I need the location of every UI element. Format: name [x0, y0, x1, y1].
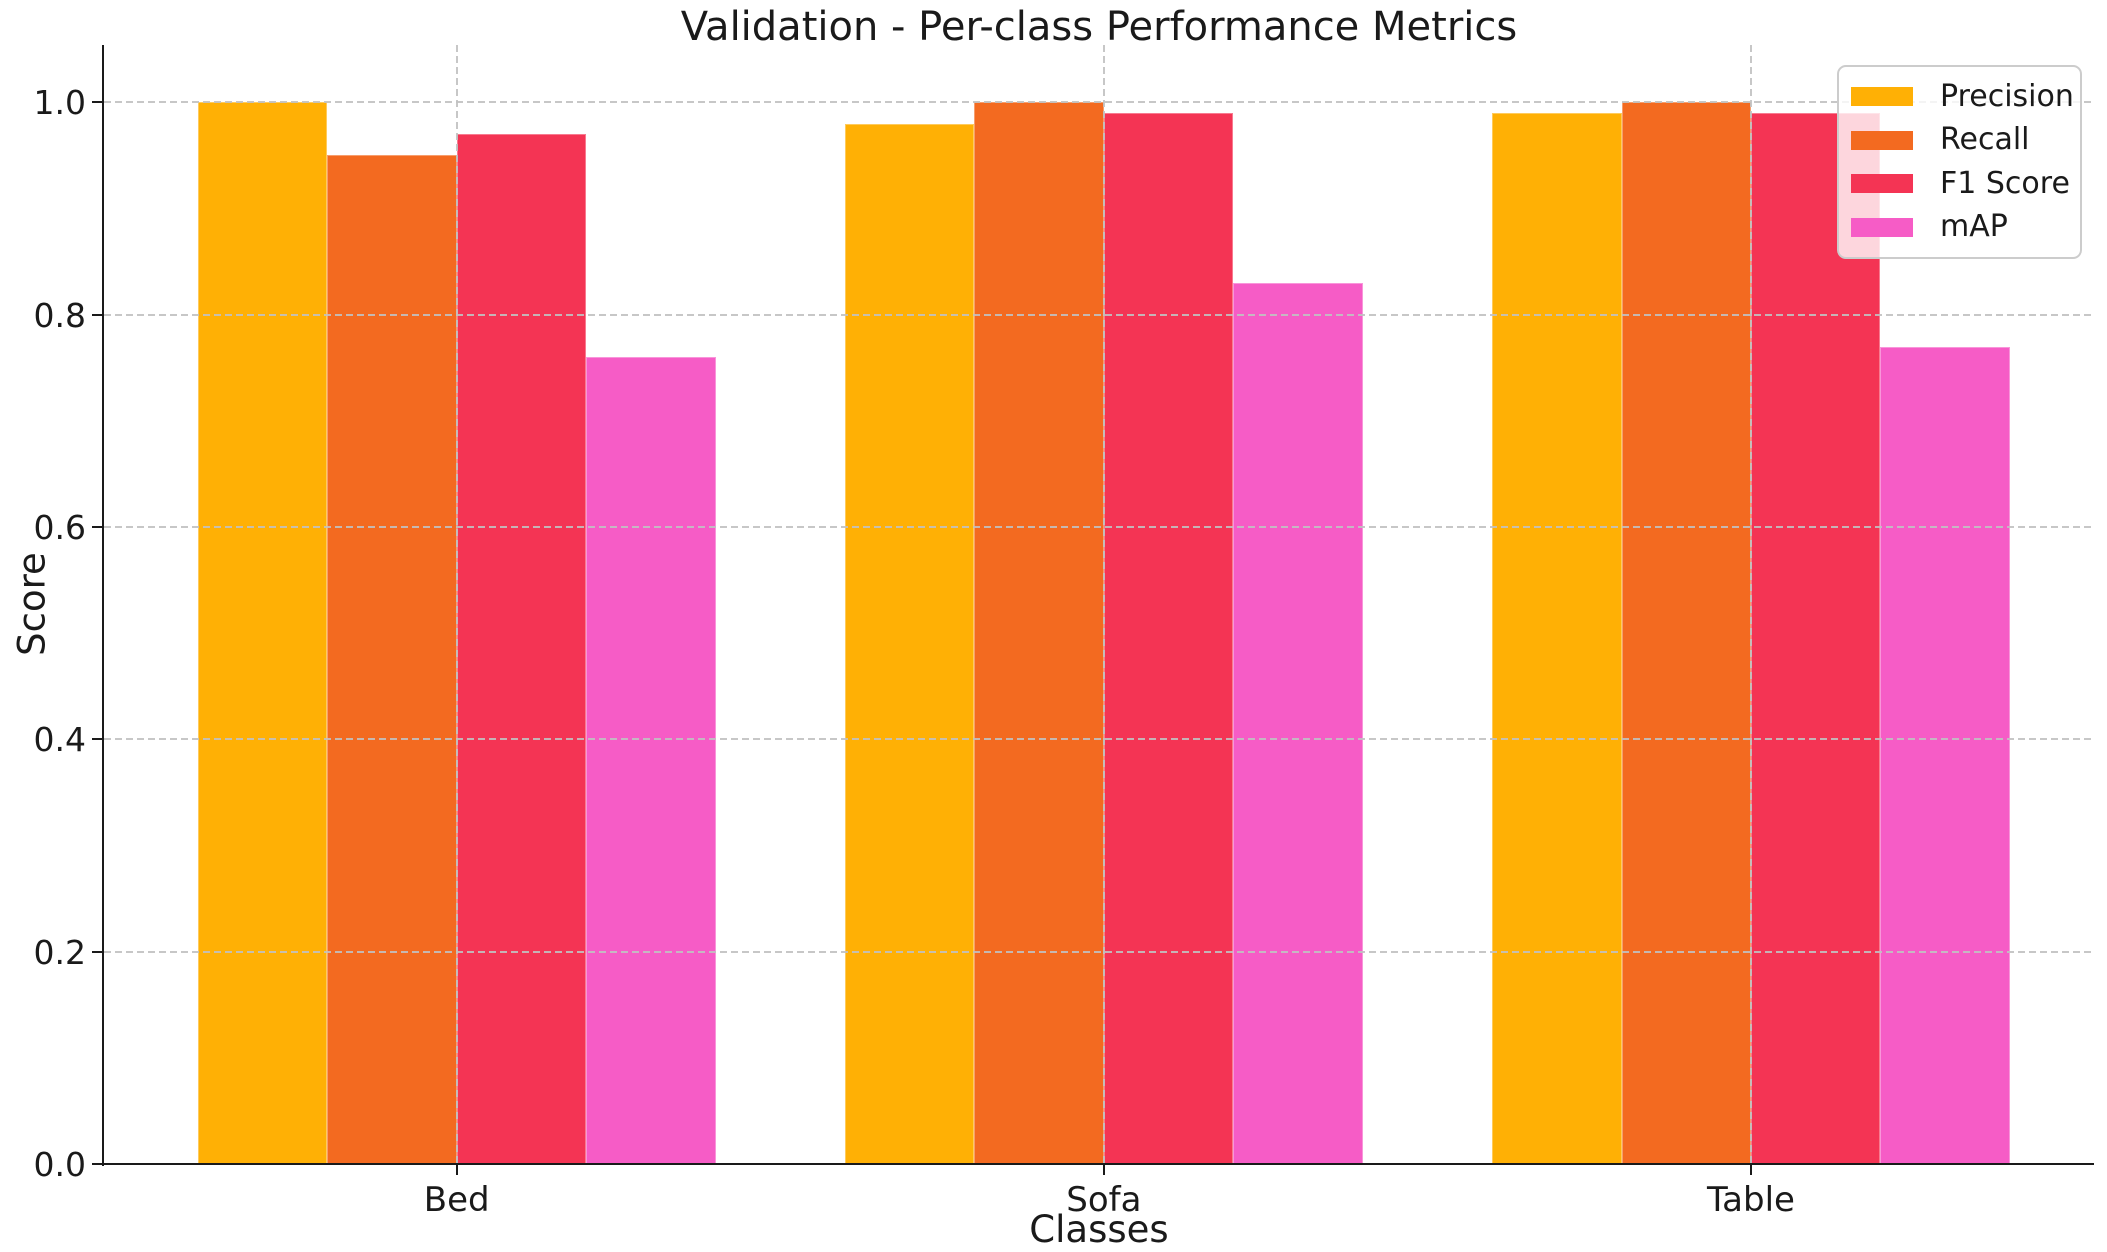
- y-tick-mark: [92, 1163, 102, 1165]
- legend-item-map: mAP: [1851, 210, 2068, 244]
- x-axis-label: Classes: [1029, 1208, 1169, 1251]
- bar-table-map: [1880, 346, 2010, 1164]
- bar-bed-recall: [327, 155, 457, 1164]
- y-tick-mark: [92, 101, 102, 104]
- legend-label: Recall: [1940, 122, 2030, 158]
- y-tick-label: 0.6: [33, 507, 86, 547]
- legend-item-precision: Precision: [1851, 79, 2074, 114]
- bar-table-precision: [1492, 112, 1622, 1164]
- bar-bed-precision: [197, 102, 328, 1164]
- legend-swatch-f1-score: [1851, 174, 1913, 194]
- bar-sofa-precision: [844, 123, 975, 1164]
- y-tick-mark: [92, 738, 102, 741]
- plot-area: [104, 45, 2094, 1164]
- legend-label: F1 Score: [1940, 165, 2070, 201]
- x-tick-mark: [1750, 1165, 1752, 1175]
- legend-item-recall: Recall: [1851, 123, 2068, 157]
- y-tick-mark: [92, 950, 102, 953]
- legend: Precision Recall F1 Score mAP: [1837, 65, 2082, 259]
- bar-sofa-map: [1233, 282, 1363, 1164]
- bar-sofa-f1-score: [1103, 112, 1234, 1164]
- y-tick-mark: [92, 525, 102, 528]
- y-tick-label: 1.0: [33, 83, 86, 123]
- y-tick-label: 0.8: [33, 295, 86, 335]
- x-tick-label-bed: Bed: [423, 1180, 490, 1220]
- x-tick-mark: [455, 1165, 458, 1175]
- bar-table-recall: [1621, 102, 1751, 1164]
- legend-swatch-recall: [1851, 130, 1913, 150]
- y-tick-label: 0.2: [33, 932, 86, 972]
- y-axis-label: Score: [10, 552, 54, 656]
- y-tick-label: 0.0: [33, 1145, 86, 1184]
- legend-swatch-precision: [1851, 87, 1913, 107]
- bar-bed-f1-score: [456, 134, 587, 1164]
- legend-label: Precision: [1940, 78, 2074, 114]
- y-tick-label: 0.4: [33, 720, 86, 760]
- x-tick-label-sofa: Sofa: [1066, 1180, 1142, 1220]
- y-tick-mark: [92, 313, 102, 316]
- chart-title: Validation - Per-class Performance Metri…: [680, 4, 1518, 50]
- x-tick-label-table: Table: [1707, 1180, 1795, 1220]
- y-axis-spine: [102, 45, 104, 1166]
- legend-label: mAP: [1940, 209, 2008, 245]
- bar-table-f1-score: [1751, 112, 1881, 1164]
- legend-swatch-map: [1851, 217, 1913, 237]
- x-tick-mark: [1102, 1165, 1105, 1175]
- x-axis-spine: [102, 1163, 2094, 1165]
- bar-bed-map: [586, 357, 716, 1164]
- legend-item-f1-score: F1 Score: [1851, 165, 2070, 201]
- bar-sofa-recall: [974, 102, 1104, 1164]
